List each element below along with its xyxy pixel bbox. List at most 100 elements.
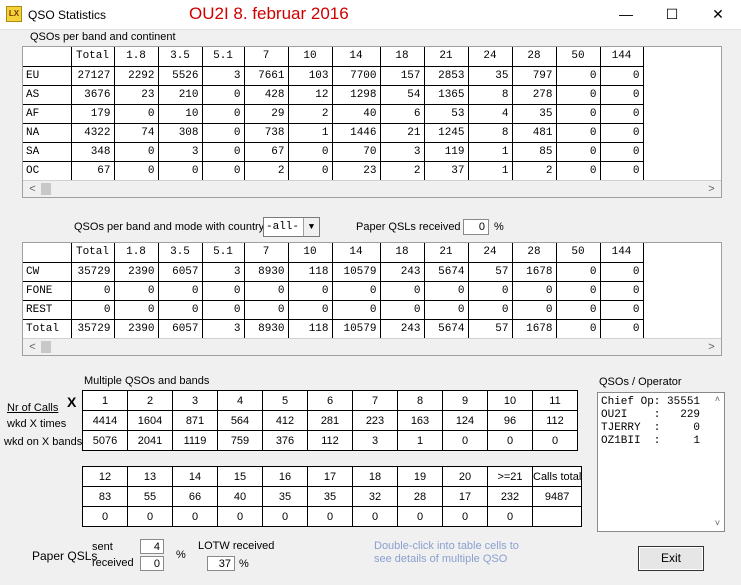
table-cell[interactable]: 0 bbox=[114, 300, 159, 320]
table-cell[interactable]: 0 bbox=[114, 161, 159, 181]
table-cell[interactable]: 0 bbox=[600, 123, 644, 143]
mode-table[interactable]: Total 1.8 3.5 5.1 7 10 14 18 21 24 28 50 144 CW 35729 2… bbox=[22, 242, 722, 356]
minimize-button[interactable]: — bbox=[619, 6, 633, 22]
table-row[interactable]: Total 35729 2390 6057 3 8930 118 10579 243 5674 57… bbox=[23, 319, 644, 339]
table-cell[interactable]: 85 bbox=[512, 142, 557, 162]
close-button[interactable]: ✕ bbox=[712, 6, 724, 22]
table-cell[interactable]: 0 bbox=[532, 430, 578, 451]
operator-vscrollbar[interactable]: ˄ ˅ bbox=[711, 393, 724, 531]
table-cell[interactable]: 0 bbox=[288, 300, 333, 320]
table-cell[interactable]: 5526 bbox=[158, 66, 203, 86]
table-cell[interactable]: 157 bbox=[380, 66, 425, 86]
table-cell[interactable]: 3 bbox=[202, 262, 245, 282]
table-cell[interactable]: 0 bbox=[352, 506, 398, 527]
table-cell[interactable]: 0 bbox=[512, 281, 557, 301]
scroll-left-icon[interactable]: < bbox=[29, 183, 36, 195]
table-cell[interactable]: 0 bbox=[332, 281, 381, 301]
mode-hscrollbar[interactable]: < > bbox=[23, 338, 721, 355]
table-cell[interactable]: 759 bbox=[217, 430, 263, 451]
table-cell[interactable]: 0 bbox=[442, 430, 488, 451]
table-cell[interactable]: 2 bbox=[512, 161, 557, 181]
scroll-right-icon[interactable]: > bbox=[708, 341, 715, 353]
table-row[interactable]: AS 3676 23 210 0 428 12 1298 54 1365 8 278 0 0 bbox=[23, 85, 644, 105]
table-cell[interactable]: 1 bbox=[468, 161, 513, 181]
table-cell[interactable]: 17 bbox=[442, 486, 488, 507]
scroll-up-icon[interactable]: ˄ bbox=[714, 395, 721, 405]
table-cell[interactable]: 83 bbox=[82, 486, 128, 507]
table-cell[interactable]: 0 bbox=[468, 300, 513, 320]
table-cell[interactable]: 232 bbox=[487, 486, 533, 507]
table-cell[interactable]: 2292 bbox=[114, 66, 159, 86]
table-cell[interactable]: 738 bbox=[244, 123, 289, 143]
table-cell[interactable]: 3 bbox=[202, 66, 245, 86]
table-cell[interactable]: 0 bbox=[380, 300, 425, 320]
table-cell[interactable]: 0 bbox=[424, 281, 469, 301]
table-cell[interactable]: 0 bbox=[202, 161, 245, 181]
table-cell[interactable]: 35 bbox=[262, 486, 308, 507]
table-cell[interactable]: 35 bbox=[512, 104, 557, 124]
table-cell[interactable]: 7700 bbox=[332, 66, 381, 86]
table-cell[interactable]: 2 bbox=[380, 161, 425, 181]
table-cell[interactable]: 112 bbox=[532, 410, 578, 431]
table-cell[interactable]: 0 bbox=[158, 161, 203, 181]
table-cell[interactable]: 27127 bbox=[71, 66, 115, 86]
table-cell[interactable]: 8 bbox=[468, 85, 513, 105]
table-cell[interactable]: 12 bbox=[288, 85, 333, 105]
table-cell[interactable]: 0 bbox=[468, 281, 513, 301]
table-cell[interactable]: 0 bbox=[202, 85, 245, 105]
table-cell[interactable]: 28 bbox=[397, 486, 443, 507]
table-cell[interactable]: 243 bbox=[380, 262, 425, 282]
table-cell[interactable]: 0 bbox=[397, 506, 443, 527]
table-cell[interactable]: 1119 bbox=[172, 430, 218, 451]
multiple-bottom-table[interactable]: 12 13 14 15 16 17 18 19 20 >=21 Calls total 83 55 66 4… bbox=[82, 466, 583, 527]
table-cell[interactable]: 2041 bbox=[127, 430, 173, 451]
table-cell[interactable]: 428 bbox=[244, 85, 289, 105]
table-cell[interactable]: 0 bbox=[600, 300, 644, 320]
table-cell[interactable]: 0 bbox=[600, 85, 644, 105]
table-cell[interactable]: 0 bbox=[71, 281, 115, 301]
table-cell[interactable]: 21 bbox=[380, 123, 425, 143]
table-cell[interactable]: 0 bbox=[307, 506, 353, 527]
table-cell[interactable]: 376 bbox=[262, 430, 308, 451]
table-cell[interactable]: 1604 bbox=[127, 410, 173, 431]
table-cell[interactable]: 481 bbox=[512, 123, 557, 143]
table-cell[interactable]: 2390 bbox=[114, 319, 159, 339]
table-cell[interactable]: 124 bbox=[442, 410, 488, 431]
table-cell[interactable]: 0 bbox=[556, 123, 601, 143]
table-cell[interactable]: 0 bbox=[556, 142, 601, 162]
table-cell[interactable]: 10 bbox=[158, 104, 203, 124]
table-cell[interactable]: 4414 bbox=[82, 410, 128, 431]
table-cell[interactable]: 0 bbox=[288, 281, 333, 301]
table-cell[interactable]: 3 bbox=[352, 430, 398, 451]
table-cell[interactable]: 0 bbox=[288, 161, 333, 181]
table-cell[interactable]: 179 bbox=[71, 104, 115, 124]
table-cell[interactable]: 118 bbox=[288, 319, 333, 339]
chevron-down-icon[interactable]: ▼ bbox=[303, 218, 319, 236]
table-cell[interactable]: 0 bbox=[442, 506, 488, 527]
table-cell[interactable]: 3 bbox=[202, 319, 245, 339]
table-cell[interactable]: 35729 bbox=[71, 262, 115, 282]
table-cell[interactable]: 0 bbox=[202, 123, 245, 143]
table-cell[interactable]: 412 bbox=[262, 410, 308, 431]
table-cell[interactable]: 70 bbox=[332, 142, 381, 162]
table-cell[interactable]: 0 bbox=[127, 506, 173, 527]
table-row[interactable]: EU 27127 2292 5526 3 7661 103 7700 157 2853 35 797 0… bbox=[23, 66, 644, 86]
exit-button[interactable]: Exit bbox=[638, 546, 704, 571]
table-cell[interactable]: 0 bbox=[600, 281, 644, 301]
table-cell[interactable]: 6 bbox=[380, 104, 425, 124]
table-cell[interactable]: 281 bbox=[307, 410, 353, 431]
table-cell[interactable]: 1 bbox=[288, 123, 333, 143]
table-cell[interactable]: 0 bbox=[202, 281, 245, 301]
table-cell[interactable]: 0 bbox=[487, 506, 533, 527]
table-cell[interactable]: 66 bbox=[172, 486, 218, 507]
table-cell[interactable]: 0 bbox=[158, 300, 203, 320]
table-cell[interactable]: 1365 bbox=[424, 85, 469, 105]
table-cell[interactable]: 8 bbox=[468, 123, 513, 143]
table-cell[interactable]: 0 bbox=[288, 142, 333, 162]
table-cell[interactable]: 0 bbox=[556, 281, 601, 301]
table-cell[interactable]: 29 bbox=[244, 104, 289, 124]
table-cell[interactable]: 0 bbox=[202, 142, 245, 162]
table-cell[interactable]: 67 bbox=[244, 142, 289, 162]
maximize-button[interactable]: ☐ bbox=[665, 6, 679, 22]
table-cell[interactable]: 37 bbox=[424, 161, 469, 181]
